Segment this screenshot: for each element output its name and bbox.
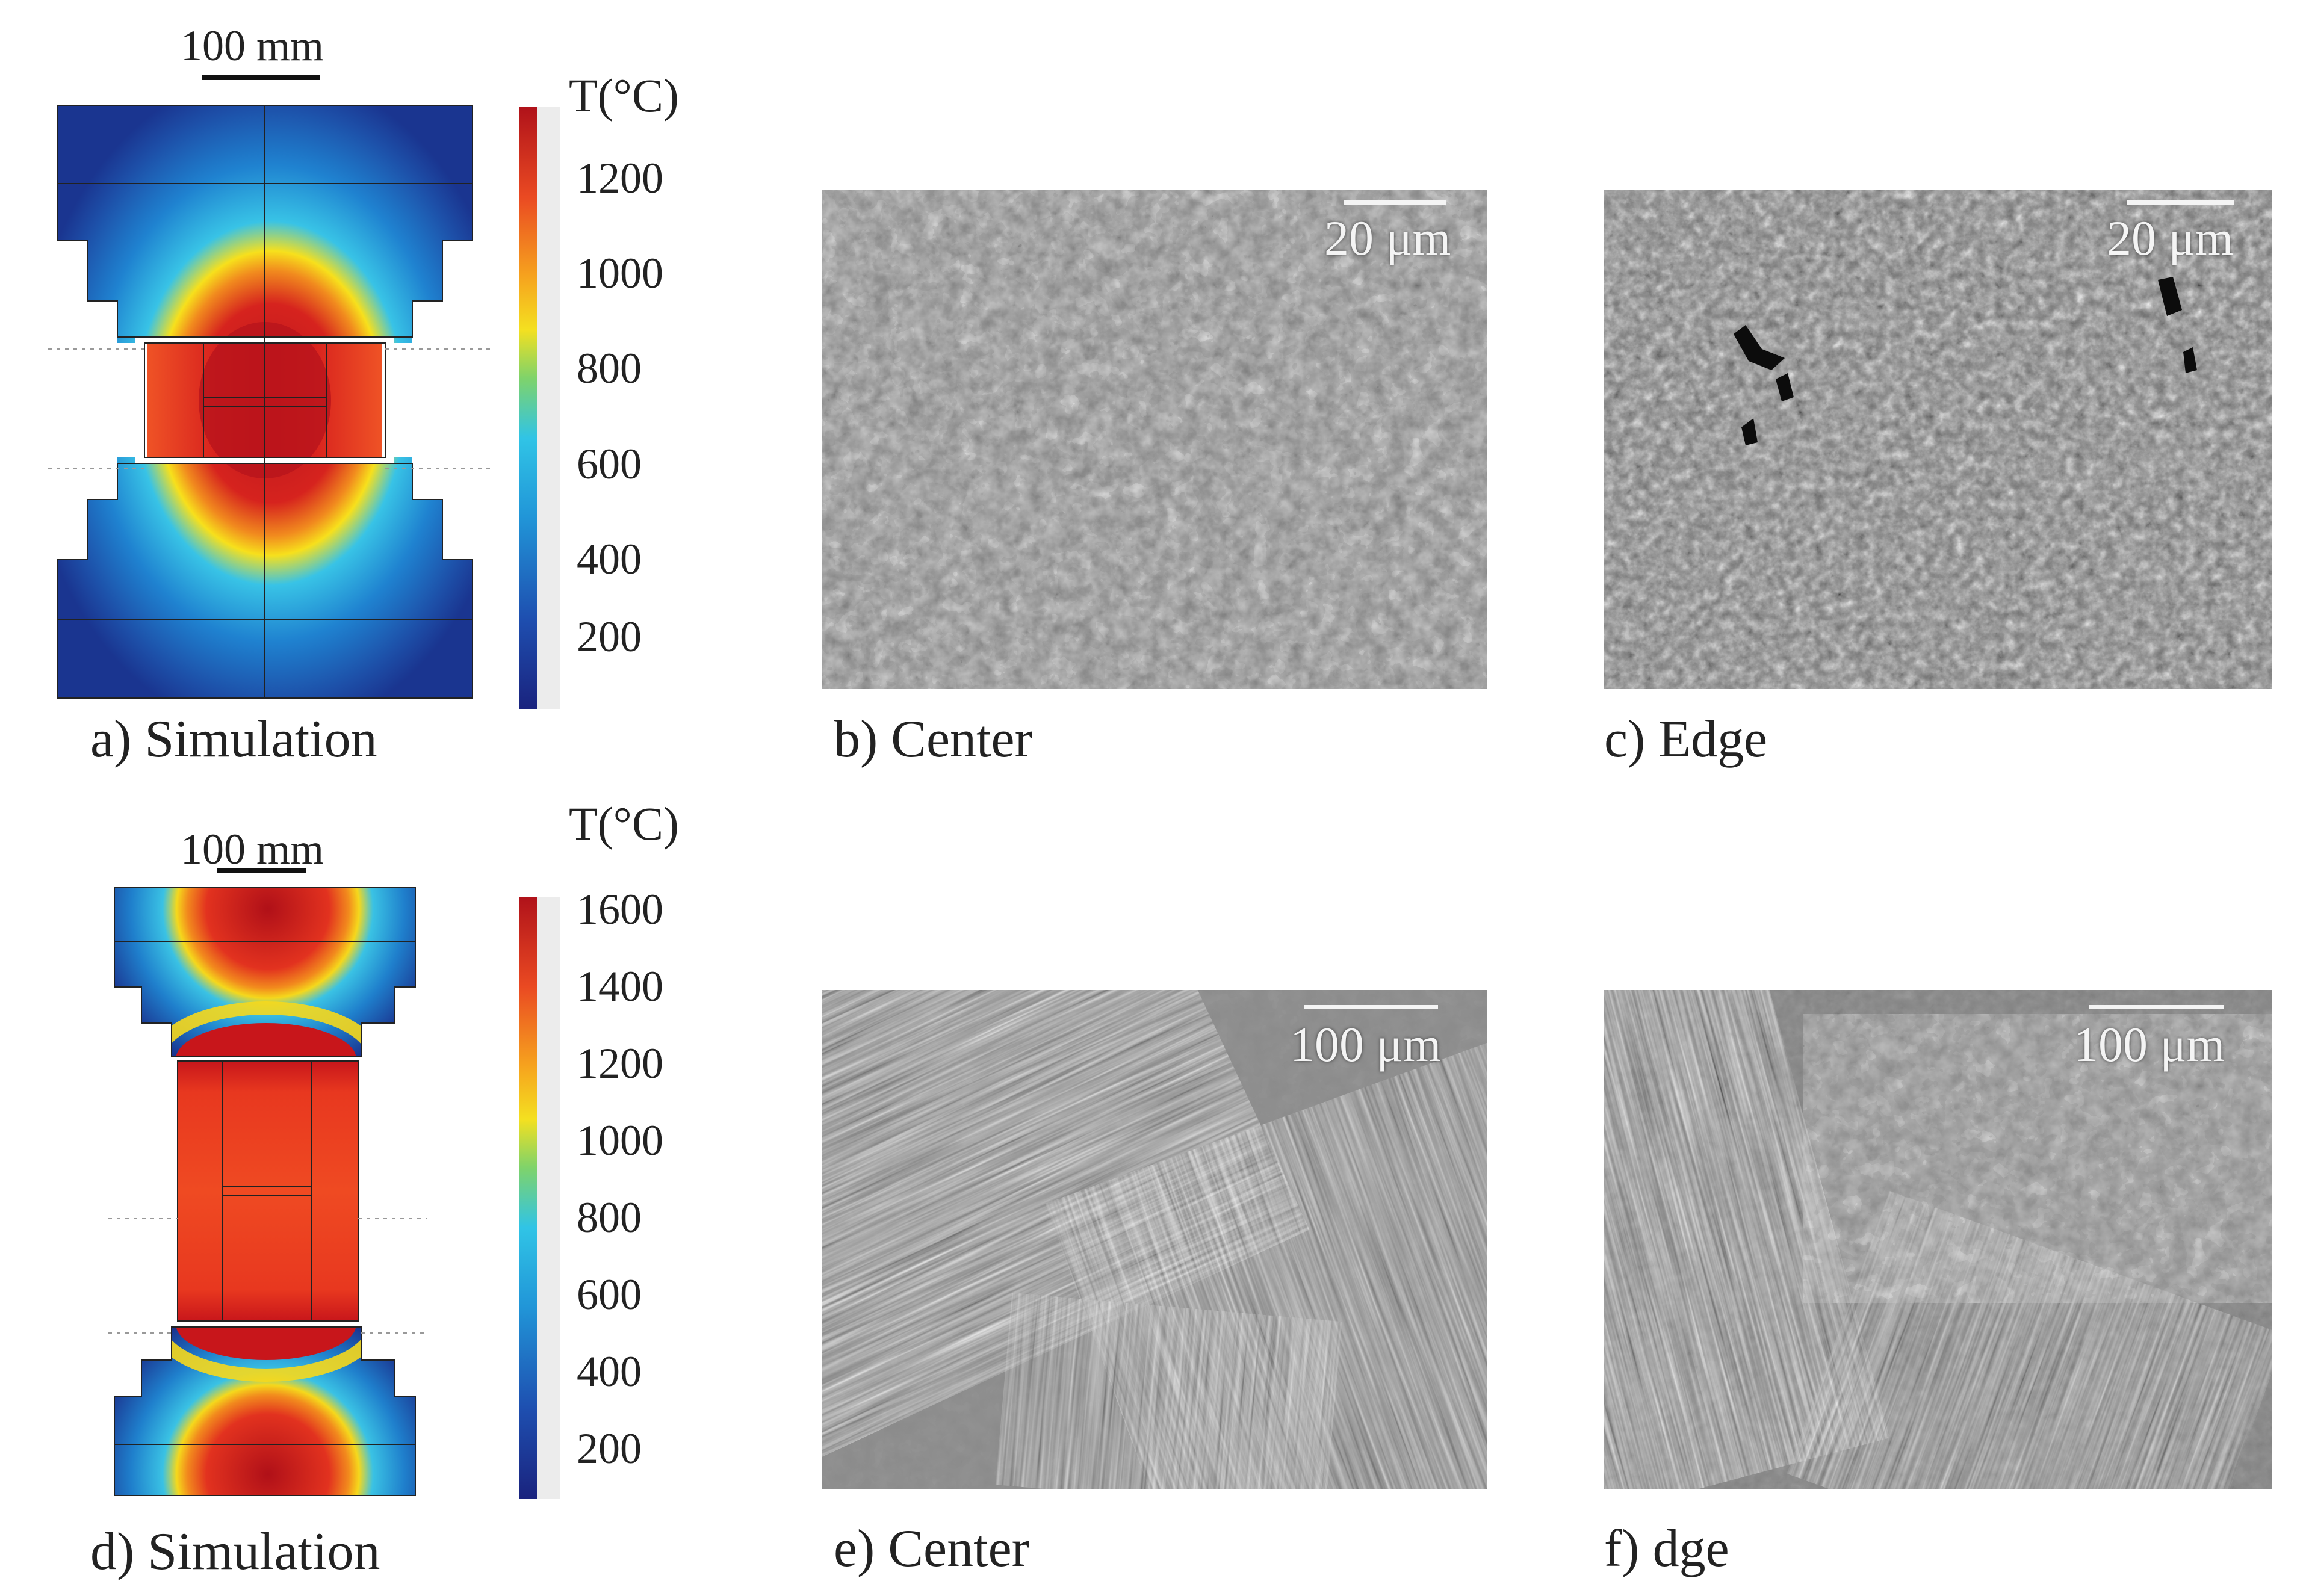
colorbar-tick: 1600 <box>577 885 663 933</box>
simulation-geometry <box>108 887 427 1496</box>
micro-scale-bar <box>2089 1005 2224 1009</box>
micrograph <box>822 990 1487 1489</box>
scale-bar-label: 100 mm <box>181 22 324 70</box>
panel-caption: d) Simulation <box>90 1523 380 1581</box>
colorbar-tick: 800 <box>577 1193 642 1242</box>
scale-bar <box>217 868 306 873</box>
panel-c: 20 μm <box>1604 190 2272 689</box>
panel-b: 20 μm <box>822 190 1487 689</box>
micro-scale-label: 20 μm <box>1324 211 1451 265</box>
panel-caption: a) Simulation <box>90 710 377 769</box>
colorbar-tick: 1400 <box>577 962 663 1010</box>
colorbar-title: T(°C) <box>569 69 679 122</box>
panel-caption: f) dge <box>1604 1520 1729 1578</box>
micro-scale-label: 100 μm <box>1290 1017 1442 1072</box>
scale-bar <box>202 75 320 80</box>
colorbar-tick: 1000 <box>577 1116 663 1165</box>
colorbar-tick: 200 <box>577 613 642 661</box>
micrograph <box>822 190 1487 689</box>
colorbar-tick: 600 <box>577 1270 642 1319</box>
panel-caption: e) Center <box>834 1520 1029 1578</box>
simulation-geometry <box>48 105 494 699</box>
micro-scale-bar <box>2127 200 2234 205</box>
panel-e: 100 μm <box>822 990 1487 1489</box>
panel-f: 100 μm <box>1604 990 2272 1489</box>
micro-scale-bar <box>1344 200 1446 205</box>
micrograph <box>1604 190 2272 689</box>
panel-d: 100 mm <box>0 800 722 1596</box>
micrograph <box>1604 990 2272 1489</box>
colorbar-tick: 1200 <box>577 154 663 202</box>
colorbar-tick: 400 <box>577 1347 642 1396</box>
colorbar-tick: 800 <box>577 344 642 392</box>
micro-scale-bar <box>1304 1005 1438 1009</box>
panel-caption: b) Center <box>834 710 1032 769</box>
colorbar-title: T(°C) <box>569 797 679 850</box>
colorbar <box>519 897 560 1499</box>
micro-scale-label: 100 μm <box>2074 1017 2225 1072</box>
micro-scale-label: 20 μm <box>2107 211 2234 265</box>
colorbar-tick: 400 <box>577 535 642 583</box>
panel-caption: c) Edge <box>1604 710 1768 769</box>
panel-a: 100 mm <box>0 0 722 782</box>
colorbar-tick: 200 <box>577 1424 642 1473</box>
colorbar <box>519 107 560 709</box>
colorbar-tick: 1000 <box>577 249 663 297</box>
colorbar-tick: 1200 <box>577 1039 663 1087</box>
scale-bar-label: 100 mm <box>181 825 324 873</box>
colorbar-tick: 600 <box>577 440 642 488</box>
